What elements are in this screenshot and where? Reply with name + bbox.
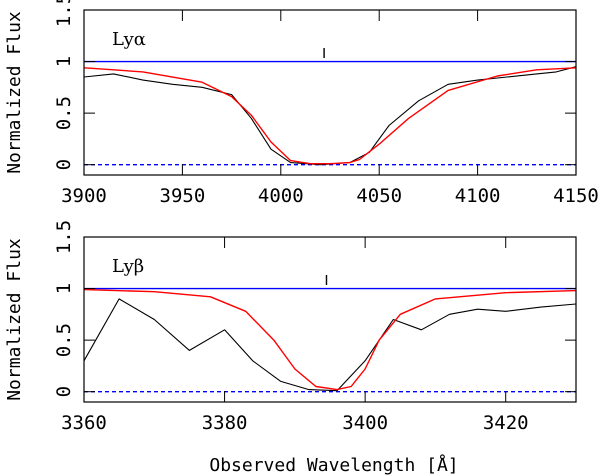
y-tick-label: 1.5	[53, 0, 75, 27]
x-tick-label: 4000	[258, 185, 304, 207]
y-tick-label: 1	[53, 56, 75, 67]
x-tick-label: 3360	[61, 412, 107, 434]
fit-line	[84, 67, 576, 165]
y-tick-label: 0.5	[53, 323, 75, 357]
panel-label: Lyα	[112, 29, 146, 50]
x-tick-label: 4050	[356, 185, 402, 207]
plot-frame	[83, 9, 577, 176]
x-tick-label: 4150	[553, 185, 599, 207]
spectrum-line	[84, 66, 576, 166]
y-tick-label: 0	[53, 386, 75, 397]
plot-area	[84, 287, 576, 393]
x-axis-title: Observed Wavelength [Å]	[209, 454, 458, 476]
y-tick-label: 0	[53, 159, 75, 170]
fit-line	[84, 288, 576, 391]
y-tick-label: 1.5	[53, 220, 75, 254]
plot-frame	[83, 236, 577, 403]
x-tick-label: 3380	[202, 412, 248, 434]
spectrum-line	[84, 298, 576, 392]
x-tick-label: 3900	[61, 185, 107, 207]
y-tick-label: 1	[53, 283, 75, 294]
plot-area	[84, 60, 576, 166]
y-tick-label: 0.5	[53, 96, 75, 130]
panel-label: Lyβ	[112, 256, 144, 277]
x-tick-label: 3950	[160, 185, 206, 207]
panel-2: 3360 3380 3400 3420 0 0.5 1 1.5 Normalized Flux L…	[4, 220, 577, 434]
y-axis-title: Normalized Flux	[4, 238, 25, 401]
x-tick-label: 4100	[455, 185, 501, 207]
x-tick-label: 3400	[342, 412, 388, 434]
panel-1: 3900 3950 4000 4050 4100 4150 0 0.5 1 1.5 Normaliz…	[4, 0, 599, 207]
y-axis-title: Normalized Flux	[4, 11, 25, 174]
x-tick-label: 3420	[483, 412, 529, 434]
